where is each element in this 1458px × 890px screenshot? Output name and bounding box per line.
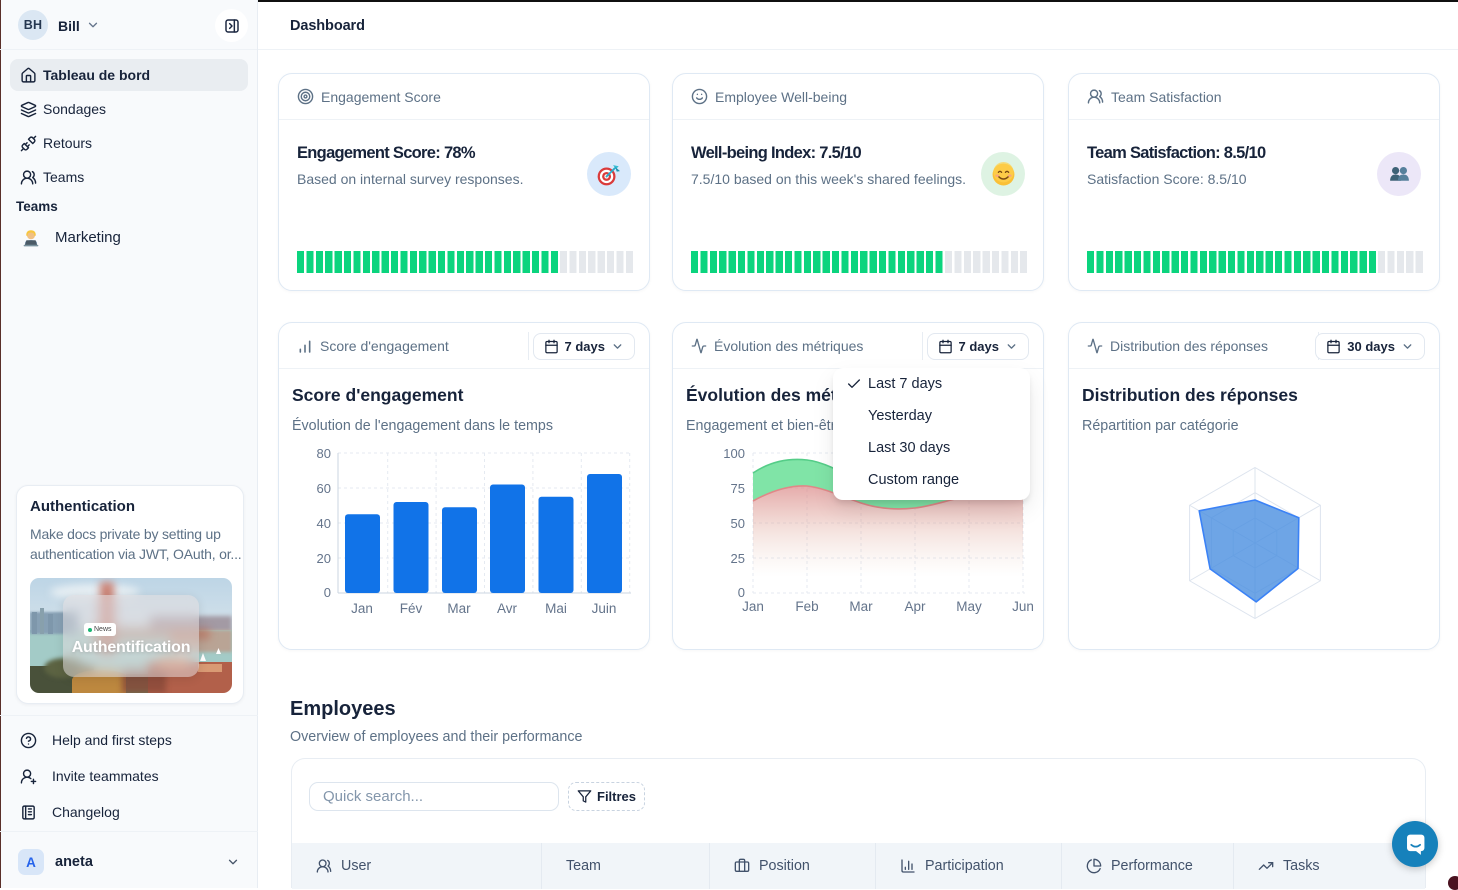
- svg-text:0: 0: [738, 585, 745, 600]
- svg-text:25: 25: [731, 551, 745, 566]
- svg-text:Jan: Jan: [351, 601, 373, 616]
- svg-text:Fév: Fév: [400, 601, 423, 616]
- svg-text:Mar: Mar: [447, 601, 471, 616]
- svg-text:Juin: Juin: [592, 601, 617, 616]
- svg-text:Mai: Mai: [545, 601, 567, 616]
- svg-text:Feb: Feb: [795, 599, 818, 614]
- svg-text:May: May: [956, 599, 982, 614]
- svg-text:0: 0: [324, 585, 331, 600]
- svg-text:Jun: Jun: [1012, 599, 1034, 614]
- svg-text:Apr: Apr: [904, 599, 926, 614]
- svg-text:Avr: Avr: [497, 601, 518, 616]
- svg-text:80: 80: [317, 446, 331, 461]
- svg-text:Jan: Jan: [742, 599, 764, 614]
- svg-text:50: 50: [731, 516, 745, 531]
- svg-text:40: 40: [317, 516, 331, 531]
- svg-text:75: 75: [731, 481, 745, 496]
- svg-text:Mar: Mar: [849, 599, 873, 614]
- svg-text:100: 100: [723, 446, 745, 461]
- svg-text:20: 20: [317, 551, 331, 566]
- svg-text:60: 60: [317, 481, 331, 496]
